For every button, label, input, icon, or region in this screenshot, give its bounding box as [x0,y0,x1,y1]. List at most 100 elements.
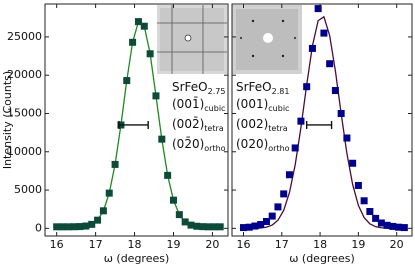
data-point [274,203,282,211]
annotation-sub: tetra [204,124,223,133]
data-point [268,212,276,220]
data-point [111,160,119,168]
inset-left [157,5,227,74]
data-point [53,223,61,231]
data-point [377,219,385,227]
y-tick-label: 0 [35,221,42,234]
annotation-text: (001)cubic [236,97,289,113]
data-point [76,223,84,231]
data-point [303,83,311,91]
data-point [400,224,408,232]
data-point [181,218,189,226]
annotation-sub: 2.75 [208,87,226,96]
data-point [257,221,265,229]
x-tick-label: 17 [89,238,103,251]
annotation-sub: tetra [268,124,287,133]
data-point [210,223,218,231]
data-point [372,214,380,222]
x-tick-label: 18 [128,238,142,251]
data-point [245,223,253,231]
y-axis-label: Intensity (Counts) [1,71,14,169]
data-point [99,207,107,215]
data-point [164,171,172,179]
data-point [59,223,67,231]
annotation-sub: cubic [204,104,225,113]
annotation-sub: cubic [268,104,289,113]
data-point [331,87,339,95]
annotation-text: SrFeO2.75 [172,80,225,96]
annotation-sub: ortho [204,144,225,153]
annotation-text: (020)ortho [236,137,290,153]
resolution-bar [305,120,333,129]
annotation-sub: 2.81 [272,87,290,96]
data-point [354,181,362,189]
x-tick-label: 20 [205,238,219,251]
annotation-text: (001̄)cubic [172,96,225,112]
inset-right [232,5,302,74]
y-tick-label: 15000 [7,106,42,119]
data-point [308,44,316,52]
annotation-sub: ortho [268,144,289,153]
data-point [383,221,391,229]
data-point [70,223,78,231]
data-point [337,109,345,117]
x-tick-label: 18 [313,238,327,251]
x-axis-label: ω (degrees) [104,252,170,265]
data-point [134,18,142,26]
annotation-main: (001) [236,97,268,111]
annotation-main: (020) [236,137,268,151]
data-point [140,22,148,30]
plot-frame [44,3,229,237]
data-point [280,190,288,198]
x-tick-label: 19 [166,238,180,251]
data-point [297,117,305,125]
data-point [205,223,213,231]
data-point [187,221,195,229]
annotation-main: (02̄0) [172,136,204,150]
data-point [285,171,293,179]
fit-line [243,15,405,229]
data-point [366,207,374,215]
data-point [152,92,160,100]
x-tick-label: 17 [275,238,289,251]
data-point [395,223,403,231]
data-point [94,216,102,224]
annotation-main: SrFeO [172,80,208,94]
resolution-bar [118,120,149,129]
x-tick-label: 19 [351,238,365,251]
x-tick-label: 20 [390,238,404,251]
data-point [343,134,351,142]
data-point [175,211,183,219]
data-point [216,223,224,231]
annotation-main: (002) [236,117,268,131]
data-point [360,197,368,205]
data-point [105,189,113,197]
data-point [326,60,334,68]
data-point [82,222,90,230]
data-point [291,144,299,152]
y-tick-label: 20000 [7,68,42,81]
data-point [158,135,166,143]
data-point [169,196,177,204]
data-point [123,77,131,85]
data-point [314,5,322,13]
x-axis-label: ω (degrees) [289,252,355,265]
annotation-main: (002̄) [172,116,204,130]
data-point [239,224,247,232]
data-point [146,50,154,58]
data-point [389,222,397,230]
data-point [199,223,207,231]
x-tick-label: 16 [236,238,250,251]
data-point [193,222,201,230]
data-point [64,223,72,231]
data-point [262,217,270,225]
annotation-text: SrFeO2.81 [236,80,289,96]
data-point [251,222,259,230]
annotation-text: (02̄0)ortho [172,136,226,152]
data-point [349,159,357,167]
data-point [320,29,328,37]
y-tick-label: 10000 [7,145,42,158]
data-point [129,38,137,46]
y-tick-label: 5000 [14,183,42,196]
